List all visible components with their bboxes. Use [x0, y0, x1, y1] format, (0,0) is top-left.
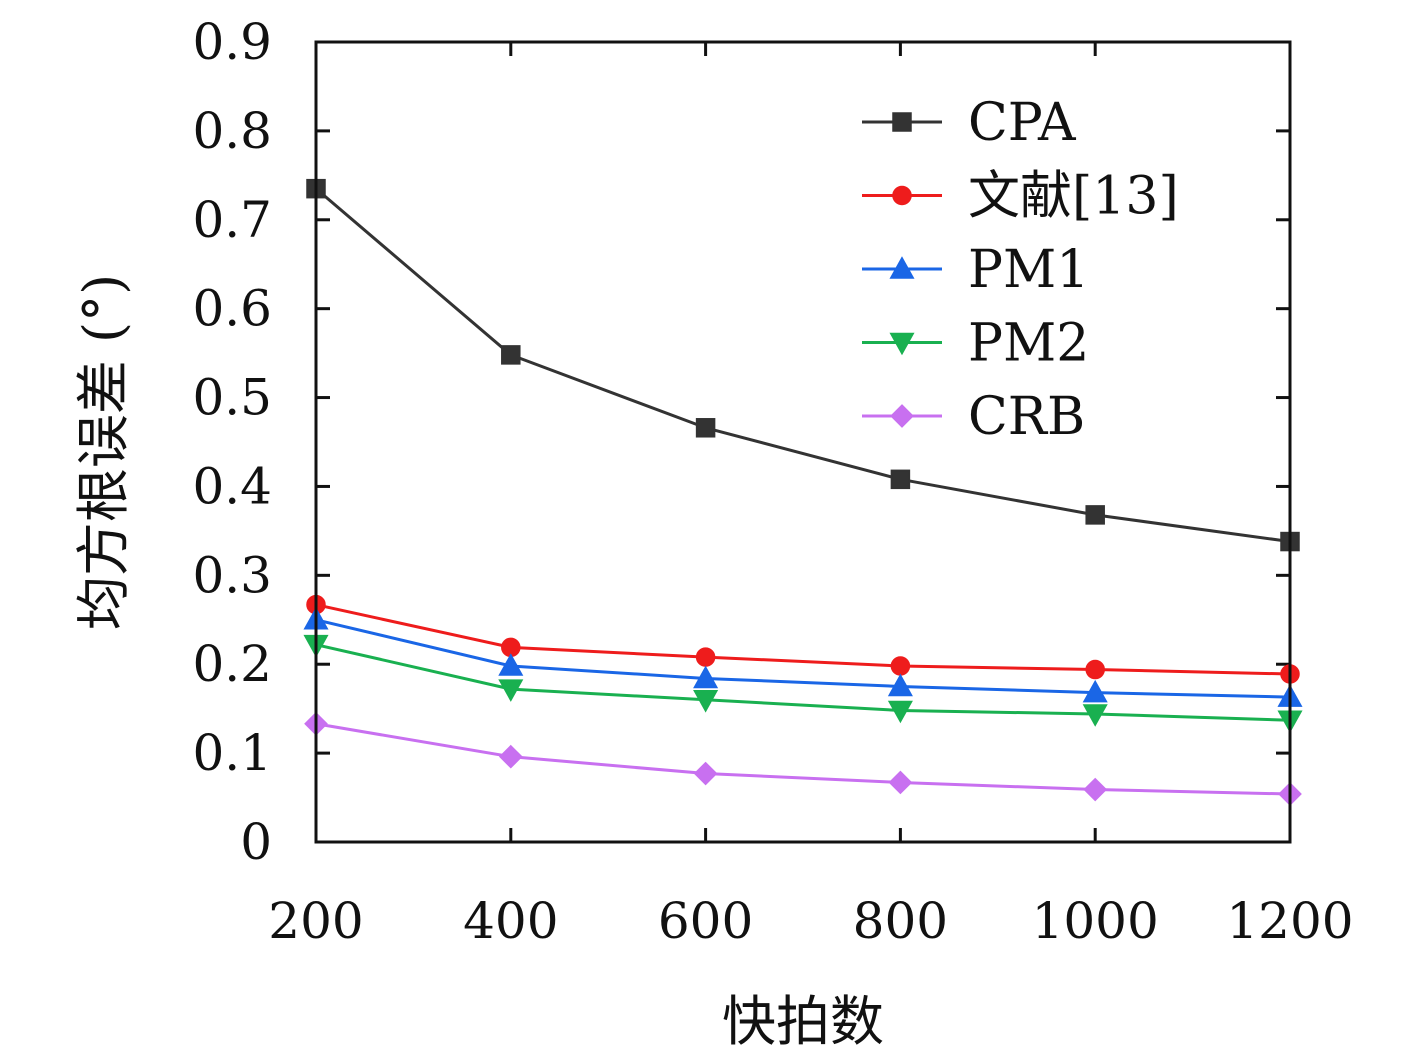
y-tick-label: 0.5: [192, 369, 272, 427]
data-point: [695, 418, 716, 438]
legend-marker: [890, 404, 914, 428]
series-0: [306, 178, 1300, 552]
plot-frame: [314, 40, 1292, 844]
y-tick-label: 0.1: [192, 724, 272, 782]
y-tick-label: 0.2: [192, 635, 272, 693]
x-tick-label: 200: [268, 892, 363, 950]
data-point: [498, 653, 524, 676]
series-1: [306, 594, 1300, 684]
data-point: [890, 656, 911, 676]
data-point: [887, 673, 913, 697]
data-point: [693, 761, 718, 786]
series-line: [315, 618, 1291, 699]
x-tick-label: 1200: [1226, 892, 1353, 950]
data-point: [890, 469, 911, 490]
legend-marker: [892, 112, 912, 132]
legend-label: 文献[13]: [968, 167, 1179, 227]
data-point: [693, 665, 719, 689]
x-tick-label: 400: [463, 892, 558, 950]
y-tick-label: 0.3: [192, 546, 272, 604]
series-line: [315, 603, 1291, 676]
legend-marker: [889, 256, 915, 279]
legend-entry: 文献[13]: [862, 167, 1179, 227]
legend-marker: [889, 332, 915, 356]
x-tick-label: 600: [658, 892, 753, 950]
data-point: [1085, 505, 1105, 525]
x-tick-label: 1000: [1032, 892, 1159, 950]
series-4: [304, 711, 1302, 806]
axis-ticks: 0 0.1 0.2 0.3 0.4 0.5 0.6 0.7 0.8 0.9 200 400 600 800…: [192, 13, 1353, 950]
legend-marker: [892, 185, 912, 206]
x-axis-title: 快拍数: [722, 990, 884, 1053]
series-line: [315, 722, 1291, 796]
data-point: [1082, 679, 1108, 703]
y-tick-label: 0.4: [192, 457, 272, 515]
legend-label: PM1: [968, 240, 1089, 300]
series-2: [303, 606, 1303, 707]
series-line: [315, 643, 1291, 722]
data-point: [695, 647, 716, 667]
y-tick-label: 0.9: [192, 13, 272, 71]
legend-entry: PM1: [862, 240, 1089, 300]
data-point: [1083, 777, 1108, 802]
legend-entry: CPA: [862, 93, 1077, 153]
y-tick-label: 0: [240, 813, 272, 871]
data-point: [1082, 704, 1108, 727]
x-tick-label: 800: [853, 892, 948, 950]
data-point: [498, 744, 523, 769]
y-tick-label: 0.6: [192, 280, 272, 338]
series-line: [315, 187, 1291, 544]
y-tick-label: 0.7: [192, 191, 272, 249]
y-axis-title: 均方根误差 (°): [72, 274, 135, 630]
data-point: [693, 690, 719, 713]
data-point: [888, 770, 913, 795]
legend-label: CRB: [968, 387, 1085, 447]
data-point: [1085, 659, 1105, 680]
legend: CPA 文献[13] PM1 PM2 CRB: [862, 93, 1179, 447]
series-layer: [303, 178, 1303, 806]
legend-entry: PM2: [862, 314, 1089, 374]
data-point: [501, 345, 521, 365]
legend-label: PM2: [968, 314, 1089, 374]
legend-label: CPA: [968, 93, 1077, 153]
data-point: [887, 700, 913, 724]
legend-entry: CRB: [862, 387, 1085, 447]
data-point: [498, 679, 524, 702]
y-tick-label: 0.8: [192, 102, 272, 160]
